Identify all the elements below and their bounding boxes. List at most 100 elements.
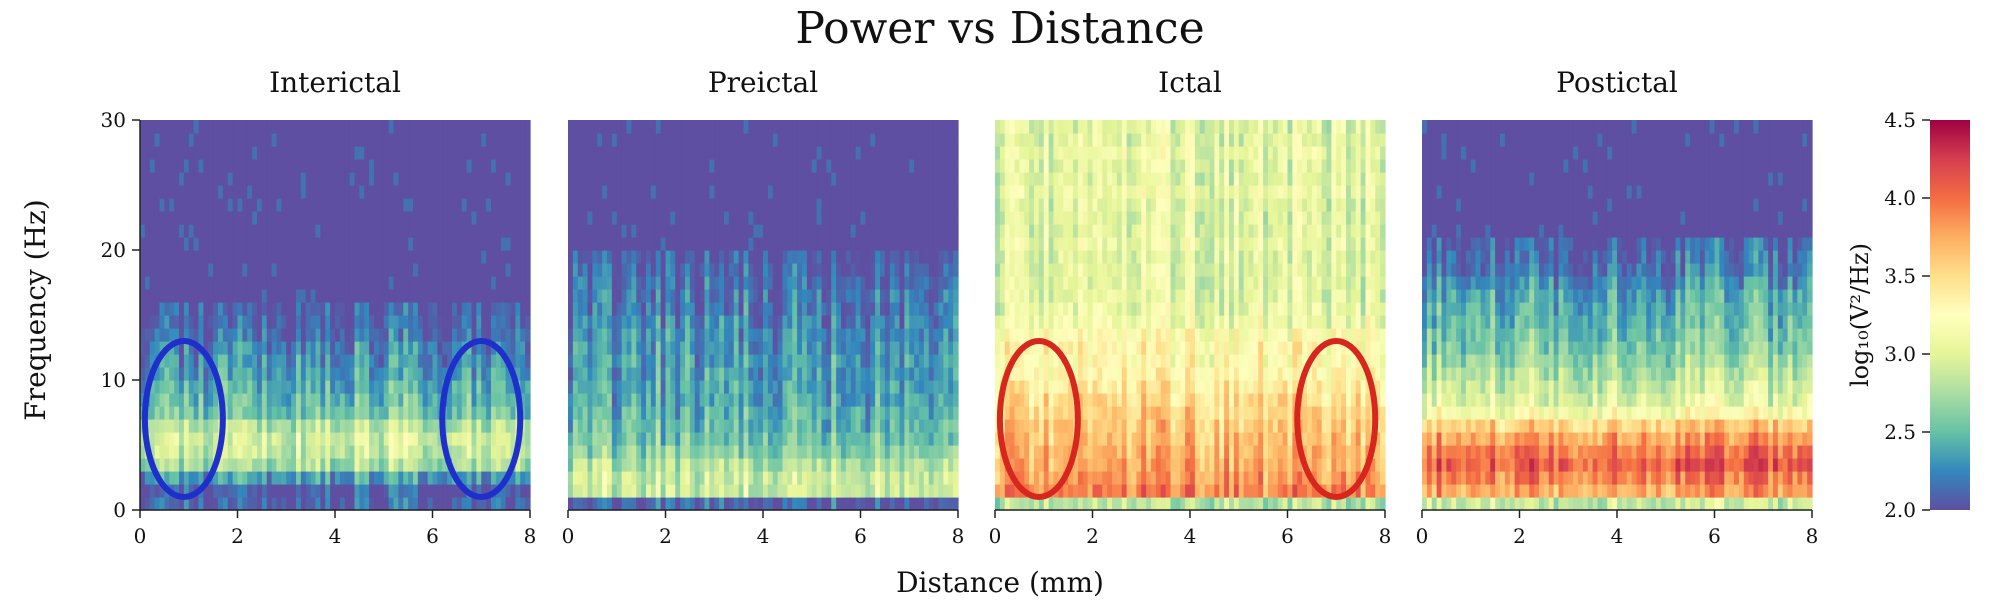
heatmap-cell: [728, 224, 735, 238]
heatmap-cell: [845, 159, 852, 173]
heatmap-cell: [461, 185, 468, 199]
heatmap-cell: [1004, 484, 1011, 498]
heatmap-cell: [572, 341, 579, 355]
heatmap-cell: [330, 263, 336, 277]
heatmap-cell: [1009, 211, 1016, 225]
heatmap-cell: [227, 172, 234, 186]
heatmap-cell: [733, 315, 740, 329]
heatmap-cell: [232, 289, 239, 303]
heatmap-cell: [894, 406, 901, 420]
heatmap-cell: [242, 393, 248, 407]
heatmap-cell: [183, 211, 190, 225]
heatmap-cell: [650, 172, 657, 186]
heatmap-cell: [383, 185, 390, 199]
heatmap-cell: [227, 432, 234, 446]
heatmap-cell: [806, 263, 813, 277]
heatmap-cell: [218, 341, 224, 355]
heatmap-cell: [797, 198, 803, 212]
heatmap-cell: [403, 263, 409, 277]
heatmap-cell: [587, 328, 593, 342]
heatmap-cell: [208, 289, 214, 303]
heatmap-cell: [432, 146, 438, 160]
heatmap-cell: [899, 432, 905, 446]
heatmap-cell: [144, 354, 151, 368]
heatmap-cell: [174, 289, 180, 303]
heatmap-cell: [193, 406, 200, 420]
heatmap-cell: [330, 497, 336, 511]
heatmap-cell: [461, 289, 468, 303]
heatmap-cell: [792, 471, 798, 485]
heatmap-cell: [797, 471, 803, 485]
heatmap-cell: [442, 211, 448, 225]
heatmap-cell: [792, 497, 798, 511]
heatmap-cell: [398, 393, 404, 407]
heatmap-cell: [943, 224, 949, 238]
heatmap-cell: [242, 198, 248, 212]
heatmap-cell: [685, 133, 691, 147]
heatmap-cell: [845, 263, 852, 277]
heatmap-cell: [714, 497, 720, 511]
heatmap-cell: [232, 445, 239, 459]
heatmap-cell: [724, 133, 730, 147]
heatmap-cell: [821, 419, 827, 433]
heatmap-cell: [1004, 380, 1011, 394]
heatmap-cell: [767, 146, 774, 160]
heatmap-cell: [335, 289, 341, 303]
heatmap-cell: [919, 497, 925, 511]
heatmap-cell: [953, 211, 959, 225]
heatmap-cell: [271, 328, 278, 342]
heatmap-cell: [811, 289, 818, 303]
heatmap-cell: [831, 198, 837, 212]
heatmap-cell: [894, 224, 901, 238]
heatmap-cell: [232, 419, 239, 433]
heatmap-cell: [1004, 237, 1011, 251]
heatmap-cell: [587, 497, 593, 511]
heatmap-cell: [525, 406, 531, 420]
heatmap-cell: [914, 263, 920, 277]
heatmap-cell: [525, 146, 531, 160]
x-tick-label: 4: [329, 524, 342, 548]
heatmap-cell: [914, 289, 920, 303]
heatmap-cell: [242, 224, 248, 238]
heatmap-cell: [305, 354, 312, 368]
heatmap-cell: [486, 250, 492, 264]
heatmap-cell: [257, 328, 263, 342]
heatmap-cell: [641, 406, 647, 420]
heatmap-cell: [670, 237, 676, 251]
heatmap-cell: [252, 445, 258, 459]
heatmap-cell: [291, 497, 297, 511]
heatmap-cell: [193, 471, 200, 485]
heatmap-cell: [923, 159, 930, 173]
heatmap-cell: [728, 237, 735, 251]
heatmap-cell: [845, 328, 852, 342]
heatmap-cell: [344, 185, 351, 199]
heatmap-cell: [144, 146, 151, 160]
heatmap-cell: [495, 185, 502, 199]
heatmap-cell: [660, 133, 667, 147]
heatmap-cell: [335, 419, 341, 433]
heatmap-cell: [738, 224, 745, 238]
heatmap-cell: [719, 159, 725, 173]
heatmap-cell: [636, 224, 642, 238]
heatmap-cell: [938, 237, 944, 251]
heatmap-cell: [631, 211, 637, 225]
heatmap-cell: [520, 458, 526, 472]
heatmap-cell: [928, 237, 935, 251]
heatmap-cell: [999, 367, 1006, 381]
heatmap-cell: [281, 237, 287, 251]
heatmap-cell: [675, 224, 681, 238]
heatmap-cell: [149, 172, 156, 186]
heatmap-cell: [860, 172, 866, 186]
heatmap-cell: [276, 302, 282, 316]
heatmap-cell: [592, 471, 598, 485]
heatmap-cell: [437, 432, 443, 446]
heatmap-cell: [650, 185, 657, 199]
heatmap-cell: [709, 224, 715, 238]
heatmap-cell: [476, 198, 482, 212]
heatmap-cell: [831, 315, 837, 329]
heatmap-cell: [811, 497, 818, 511]
heatmap-cell: [261, 497, 268, 511]
heatmap-cell: [408, 172, 414, 186]
heatmap-cell: [724, 445, 730, 459]
heatmap-cell: [383, 159, 390, 173]
